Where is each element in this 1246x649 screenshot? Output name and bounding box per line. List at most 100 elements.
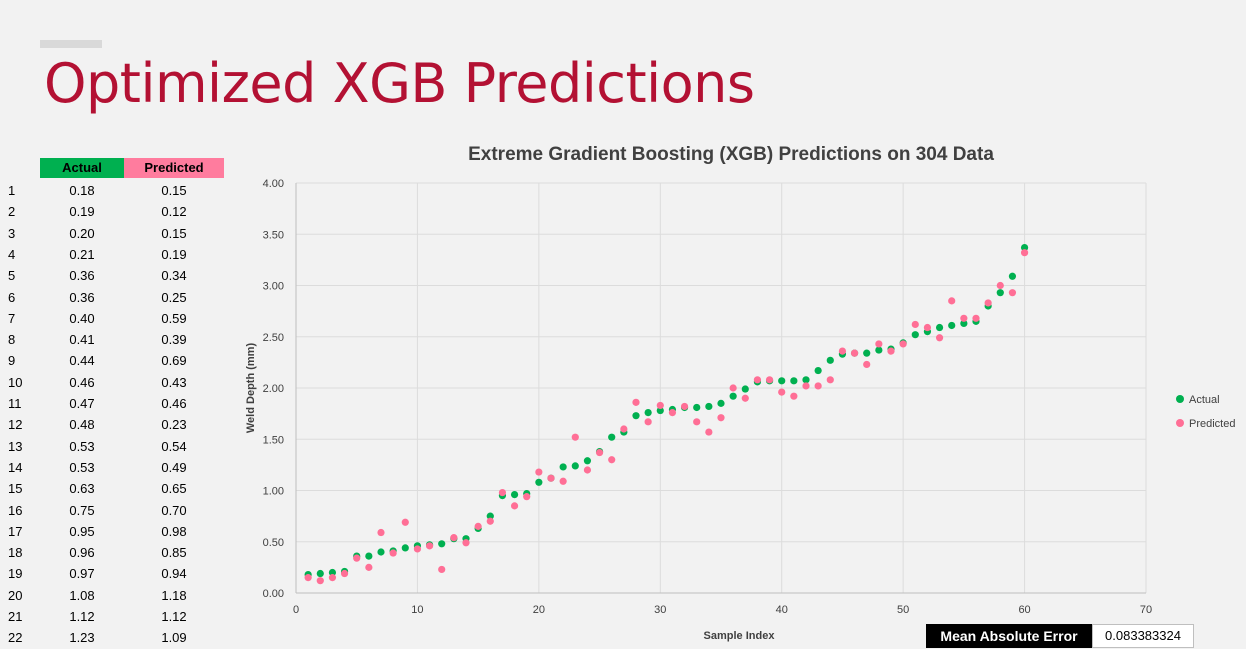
data-point-actual [632, 412, 640, 420]
data-point-predicted [595, 448, 604, 457]
table-row: 1 0.18 0.15 [0, 180, 230, 201]
actual-value: 0.40 [69, 310, 95, 326]
y-tick-label: 2.00 [263, 383, 284, 395]
predicted-value: 0.94 [161, 566, 187, 582]
data-point-predicted [559, 477, 567, 485]
data-point-predicted [948, 297, 956, 305]
data-point-predicted [693, 418, 701, 426]
table-row: 5 0.36 0.34 [0, 265, 230, 286]
predicted-value: 0.34 [161, 268, 187, 284]
data-point-predicted [911, 320, 919, 329]
row-index: 19 [8, 566, 23, 582]
predicted-value: 0.19 [161, 246, 187, 262]
predicted-value: 0.43 [161, 374, 187, 390]
actual-value: 1.12 [69, 609, 95, 624]
data-point-predicted [668, 409, 677, 417]
table-row: 11 0.47 0.46 [0, 393, 230, 414]
data-point-actual [438, 540, 446, 548]
y-tick-label: 1.50 [263, 434, 284, 446]
x-tick-label: 40 [776, 604, 788, 616]
row-index: 2 [8, 204, 16, 220]
predicted-value: 0.98 [161, 523, 187, 539]
table-row: 22 1.23 1.09 [0, 627, 230, 648]
table-row: 21 1.12 1.12 [0, 606, 230, 627]
data-point-predicted [304, 574, 312, 582]
predicted-value: 0.12 [161, 204, 187, 220]
actual-value: 0.41 [69, 332, 95, 348]
actual-value: 0.95 [69, 523, 95, 539]
predicted-value: 0.69 [161, 353, 187, 369]
data-point-actual [826, 356, 834, 364]
data-point-predicted [401, 518, 409, 526]
data-point-predicted [438, 565, 446, 574]
actual-value: 0.53 [69, 459, 95, 475]
data-point-predicted [960, 314, 968, 322]
data-point-predicted [632, 398, 640, 406]
data-point-predicted [753, 376, 762, 384]
table-header-actual: Actual [40, 158, 124, 178]
data-point-predicted [413, 545, 422, 553]
title-accent-bar [40, 40, 102, 48]
data-point-actual [401, 544, 409, 552]
y-tick-label: 1.00 [263, 486, 284, 498]
row-index: 5 [8, 268, 16, 284]
data-point-predicted [935, 334, 944, 342]
data-point-predicted [571, 433, 579, 441]
data-point-actual [644, 409, 652, 417]
data-point-actual [778, 377, 786, 385]
data-point-predicted [741, 394, 749, 402]
row-index: 20 [8, 587, 23, 603]
slide-title: Optimized XGB Predictions [44, 52, 755, 115]
data-point-predicted [510, 502, 519, 510]
data-point-actual [365, 552, 373, 560]
row-index: 16 [8, 502, 23, 518]
data-point-predicted [850, 349, 859, 357]
data-point-predicted [899, 340, 907, 348]
data-point-predicted [340, 569, 349, 578]
table-row: 10 0.46 0.43 [0, 372, 230, 393]
row-index: 22 [8, 630, 23, 646]
data-point-actual [935, 323, 944, 332]
row-index: 4 [8, 246, 16, 262]
data-point-actual [875, 346, 883, 354]
actual-value: 0.53 [69, 438, 95, 454]
actual-value: 0.21 [69, 246, 95, 262]
table-row: 17 0.95 0.98 [0, 521, 230, 542]
data-point-predicted [996, 281, 1004, 290]
data-point-predicted [474, 522, 482, 530]
data-point-actual [571, 462, 579, 470]
data-point-actual [863, 349, 871, 357]
data-point-actual [316, 569, 324, 578]
row-index: 7 [8, 310, 16, 326]
table-row: 19 0.97 0.94 [0, 563, 230, 584]
actual-value: 0.36 [69, 289, 95, 305]
data-point-predicted [972, 314, 980, 322]
data-point-predicted [705, 428, 713, 436]
table-row: 9 0.44 0.69 [0, 350, 230, 371]
predicted-value: 0.23 [161, 417, 187, 433]
data-point-actual [559, 463, 567, 471]
data-point-actual [535, 478, 543, 486]
legend-label-actual: Actual [1189, 394, 1220, 406]
predicted-value: 0.59 [161, 310, 187, 326]
predicted-value: 0.65 [161, 481, 187, 497]
data-point-actual [377, 548, 385, 556]
actual-value: 0.48 [69, 417, 95, 433]
data-point-predicted [729, 384, 737, 392]
data-point-predicted [802, 382, 810, 390]
data-point-actual [729, 392, 737, 400]
data-point-actual [608, 433, 616, 441]
table-row: 16 0.75 0.70 [0, 500, 230, 521]
actual-value: 0.97 [69, 566, 95, 582]
row-index: 21 [8, 609, 23, 624]
predicted-value: 0.15 [161, 225, 187, 241]
data-point-actual [790, 377, 798, 385]
data-point-actual [741, 385, 749, 393]
y-tick-label: 2.50 [263, 332, 284, 344]
data-point-predicted [644, 418, 652, 426]
x-tick-label: 0 [293, 604, 299, 616]
data-point-predicted [887, 347, 895, 355]
data-point-predicted [535, 468, 543, 476]
data-point-predicted [583, 466, 592, 474]
data-point-actual [911, 331, 919, 339]
